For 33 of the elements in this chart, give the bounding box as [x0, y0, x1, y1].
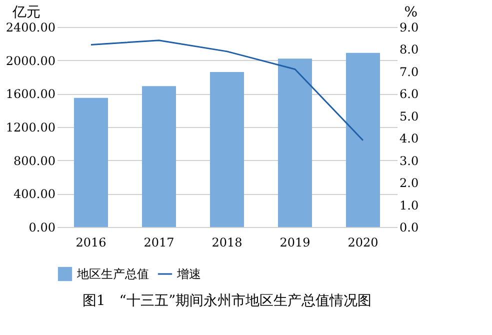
- legend-label: 地区生产总值: [76, 267, 149, 281]
- y2-tick-label: 2.0: [400, 176, 419, 190]
- x-tick-label: 2020: [348, 236, 378, 250]
- y2-tick-label: 1.0: [400, 198, 419, 212]
- bar: [278, 58, 312, 227]
- y-tick-label: 800.00: [14, 154, 56, 168]
- x-tick-label: 2017: [144, 236, 174, 250]
- y-tick-label: 2400.00: [6, 20, 56, 34]
- y-tick-label: 2000.00: [6, 54, 56, 68]
- y2-tick-label: 5.0: [400, 109, 419, 124]
- bar: [142, 86, 176, 227]
- y-axis-title: 亿元: [12, 4, 40, 20]
- text: 图1 “十三五”期间永州市地区生产总值情况图: [82, 293, 372, 309]
- y-tick-label: 1600.00: [6, 87, 56, 102]
- x-tick-label: 2018: [212, 236, 242, 250]
- bar: [210, 72, 244, 227]
- bar: [74, 98, 108, 227]
- legend-label: 增速: [176, 267, 201, 281]
- y2-tick-label: 7.0: [400, 64, 419, 79]
- y2-tick-label: 3.0: [400, 154, 419, 168]
- x-tick-label: 2016: [76, 236, 106, 250]
- y-tick-label: 0.00: [28, 220, 56, 234]
- y-tick-label: 400.00: [14, 187, 56, 202]
- y2-tick-label: 4.0: [400, 132, 419, 146]
- line-series: [90, 40, 364, 142]
- y-tick-label: 1200.00: [6, 120, 56, 134]
- x-tick-label: 2019: [280, 236, 310, 250]
- bar: [346, 52, 380, 227]
- y2-tick-label: 9.0: [400, 20, 419, 34]
- y2-axis-title: %: [404, 4, 418, 20]
- y2-tick-label: 6.0: [400, 87, 419, 102]
- y2-tick-label: 8.0: [400, 42, 419, 57]
- y2-tick-label: 0.0: [400, 220, 419, 234]
